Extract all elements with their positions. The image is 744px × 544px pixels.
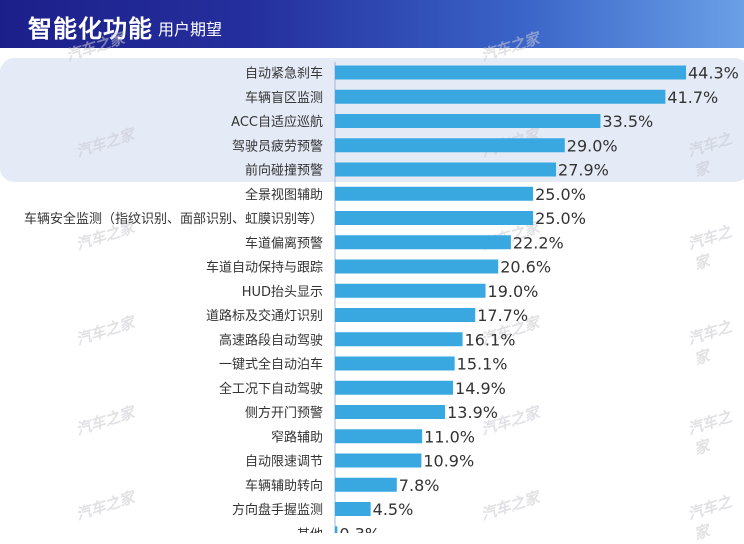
- bar: [335, 356, 455, 371]
- category-label: 前向碰撞预警: [245, 163, 323, 179]
- bar: [335, 477, 397, 492]
- data-label: 16.1%: [465, 330, 516, 349]
- data-label: 17.7%: [477, 306, 528, 325]
- bar: [335, 526, 338, 533]
- data-label: 29.0%: [567, 136, 618, 155]
- data-label: 25.0%: [535, 209, 586, 228]
- data-label: 25.0%: [535, 185, 586, 204]
- category-label: 全工况下自动驾驶: [219, 381, 323, 397]
- data-label: 11.0%: [424, 427, 475, 446]
- data-label: 10.9%: [423, 452, 474, 471]
- bar: [335, 65, 686, 80]
- bar: [335, 453, 422, 468]
- category-label: 高速路段自动驾驶: [219, 332, 323, 348]
- bar: [335, 89, 666, 104]
- data-label: 33.5%: [602, 112, 653, 131]
- data-label: 15.1%: [457, 355, 508, 374]
- category-label: 全景视图辅助: [245, 187, 323, 203]
- category-label: 侧方开门预警: [245, 405, 323, 421]
- category-label: 车道偏离预警: [245, 235, 323, 251]
- bar: [335, 380, 454, 395]
- header-banner: 智能化功能 用户期望: [0, 0, 744, 48]
- data-label: 44.3%: [688, 64, 739, 83]
- category-label: 一键式全自动泊车: [219, 357, 323, 373]
- page-title: 智能化功能: [28, 15, 153, 43]
- category-label: 车辆安全监测（指纹识别、面部识别、虹膜识别等）: [24, 211, 323, 227]
- category-label: 道路标及交通灯识别: [206, 308, 323, 324]
- bar-chart: 自动紧急刹车 44.3% 车辆盲区监测 41.7% ACC自适应巡航 33.5% 驾驶员疲劳…: [24, 62, 739, 533]
- data-label: 7.8%: [399, 476, 440, 495]
- bar: [335, 429, 423, 444]
- category-label: 自动紧急刹车: [245, 66, 323, 82]
- category-label: 方向盘手握监测: [232, 502, 323, 518]
- page-subtitle: 用户期望: [158, 20, 223, 39]
- bar: [335, 162, 557, 177]
- bar: [335, 138, 565, 153]
- category-label: 驾驶员疲劳预警: [232, 138, 323, 154]
- category-label: 窄路辅助: [271, 429, 323, 445]
- bar: [335, 211, 534, 225]
- bar: [335, 332, 463, 347]
- data-label: 4.5%: [373, 500, 414, 519]
- bar: [335, 259, 499, 274]
- bar: [335, 405, 446, 419]
- data-label: 20.6%: [500, 258, 551, 277]
- data-label: 19.0%: [488, 282, 539, 301]
- bar: [335, 502, 371, 516]
- category-label: 其他: [297, 527, 323, 533]
- data-label: 14.9%: [455, 379, 506, 398]
- category-label: 车道自动保持与跟踪: [206, 260, 323, 276]
- bar: [335, 235, 511, 250]
- bar: [335, 283, 486, 298]
- category-label: ACC自适应巡航: [231, 114, 323, 130]
- data-label: 41.7%: [667, 88, 718, 107]
- category-label: 车辆辅助转向: [245, 478, 323, 494]
- data-label: 13.9%: [447, 403, 498, 422]
- bar: [335, 186, 534, 201]
- data-label: 27.9%: [558, 161, 609, 180]
- data-label: 0.3%: [339, 524, 380, 533]
- category-label: 自动限速调节: [245, 455, 323, 470]
- category-label: 车辆盲区监测: [245, 90, 323, 106]
- data-label: 22.2%: [513, 233, 564, 252]
- category-label: HUD抬头显示: [242, 285, 323, 300]
- bar: [335, 114, 601, 128]
- bar: [335, 308, 476, 322]
